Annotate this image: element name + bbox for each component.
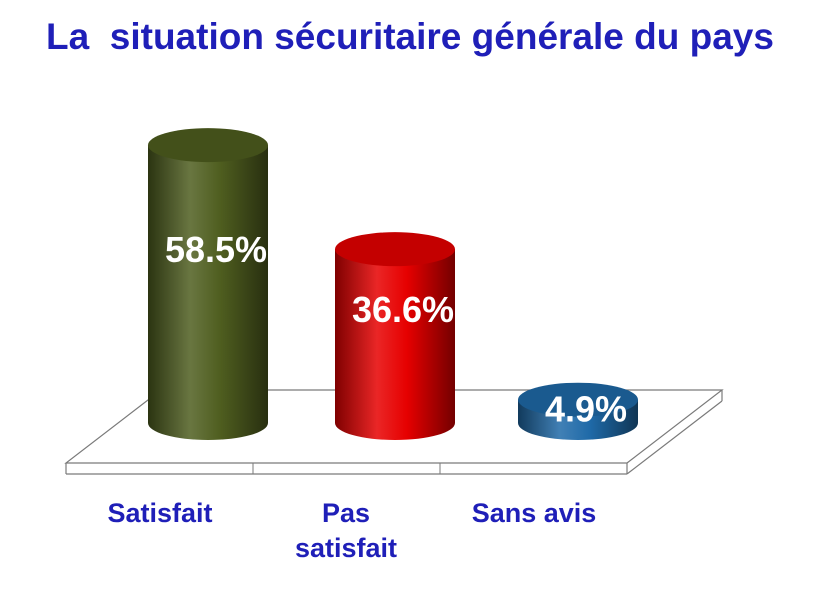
chart-title: La situation sécuritaire générale du pay… [46, 16, 774, 57]
data-label-2: 4.9% [545, 389, 627, 430]
x-tick-label-1: satisfait [295, 533, 397, 563]
labels-group: 58.5% Satisfait 36.6% Pas satisfait 4.9% Sans … [107, 229, 627, 563]
bar-1 [335, 249, 455, 440]
bar-0 [148, 145, 268, 440]
floor-edge-side [626, 400, 723, 475]
data-label-0: 58.5% [165, 229, 267, 270]
bar-top-0 [148, 128, 268, 163]
x-tick-label-1: Pas [322, 498, 370, 528]
bars-group [148, 128, 638, 440]
data-label-1: 36.6% [352, 289, 454, 330]
bar-top-1 [335, 232, 455, 267]
x-tick-label-2: Sans avis [472, 498, 597, 528]
x-tick-label-0: Satisfait [107, 498, 212, 528]
bar-top-2 [518, 382, 638, 417]
